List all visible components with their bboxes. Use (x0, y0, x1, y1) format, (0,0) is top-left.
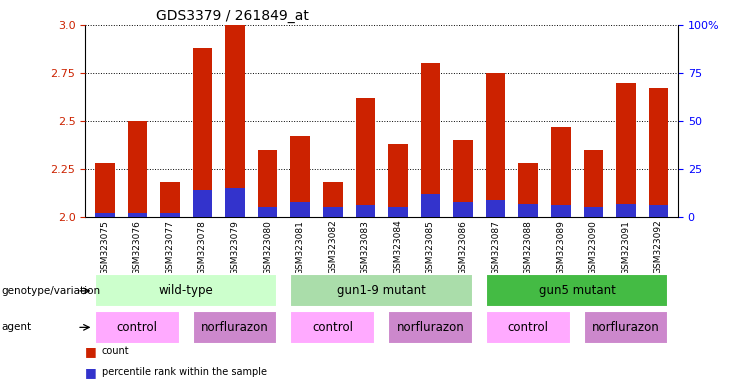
Text: agent: agent (1, 322, 32, 333)
Text: ■: ■ (85, 345, 97, 358)
Bar (290, 275, 473, 307)
Text: GSM323080: GSM323080 (263, 220, 272, 275)
Bar (486, 311, 571, 344)
Text: GSM323089: GSM323089 (556, 220, 565, 275)
Text: GSM323083: GSM323083 (361, 220, 370, 275)
Text: norflurazon: norflurazon (592, 321, 659, 334)
Bar (388, 207, 408, 217)
Bar (225, 188, 245, 217)
Bar (193, 311, 277, 344)
Text: norflurazon: norflurazon (201, 321, 269, 334)
Bar (95, 163, 115, 217)
Bar (160, 213, 179, 217)
Text: gun1-9 mutant: gun1-9 mutant (337, 285, 426, 297)
Bar (388, 311, 473, 344)
Bar (648, 205, 668, 217)
Text: control: control (117, 321, 158, 334)
Bar (290, 136, 310, 217)
Text: GSM323084: GSM323084 (393, 220, 402, 275)
Text: GSM323075: GSM323075 (100, 220, 109, 275)
Text: norflurazon: norflurazon (396, 321, 465, 334)
Text: GSM323079: GSM323079 (230, 220, 239, 275)
Bar (648, 88, 668, 217)
Bar (95, 213, 115, 217)
Bar (584, 207, 603, 217)
Text: GSM323081: GSM323081 (296, 220, 305, 275)
Text: ■: ■ (85, 366, 97, 379)
Bar (290, 311, 375, 344)
Bar (356, 98, 375, 217)
Text: GSM323087: GSM323087 (491, 220, 500, 275)
Bar (127, 213, 147, 217)
Bar (551, 205, 571, 217)
Text: gun5 mutant: gun5 mutant (539, 285, 616, 297)
Bar (290, 202, 310, 217)
Bar (453, 202, 473, 217)
Text: GSM323082: GSM323082 (328, 220, 337, 275)
Bar (388, 144, 408, 217)
Bar (453, 140, 473, 217)
Text: GSM323086: GSM323086 (459, 220, 468, 275)
Bar (486, 200, 505, 217)
Bar (584, 150, 603, 217)
Text: GSM323077: GSM323077 (165, 220, 174, 275)
Bar (584, 311, 668, 344)
Bar (193, 48, 212, 217)
Text: count: count (102, 346, 129, 356)
Text: genotype/variation: genotype/variation (1, 286, 101, 296)
Text: GSM323090: GSM323090 (589, 220, 598, 275)
Bar (323, 207, 342, 217)
Bar (193, 190, 212, 217)
Bar (95, 275, 277, 307)
Bar (258, 207, 277, 217)
Bar (421, 63, 440, 217)
Bar (323, 182, 342, 217)
Text: GSM323078: GSM323078 (198, 220, 207, 275)
Text: GSM323091: GSM323091 (622, 220, 631, 275)
Bar (95, 311, 179, 344)
Text: GDS3379 / 261849_at: GDS3379 / 261849_at (156, 8, 309, 23)
Bar (225, 25, 245, 217)
Bar (616, 204, 636, 217)
Bar (519, 163, 538, 217)
Bar (127, 121, 147, 217)
Text: percentile rank within the sample: percentile rank within the sample (102, 367, 267, 377)
Bar (160, 182, 179, 217)
Bar (551, 127, 571, 217)
Bar (421, 194, 440, 217)
Bar (356, 205, 375, 217)
Text: GSM323088: GSM323088 (524, 220, 533, 275)
Bar (486, 73, 505, 217)
Text: GSM323085: GSM323085 (426, 220, 435, 275)
Text: control: control (508, 321, 548, 334)
Text: GSM323092: GSM323092 (654, 220, 663, 275)
Text: control: control (312, 321, 353, 334)
Text: GSM323076: GSM323076 (133, 220, 142, 275)
Bar (519, 204, 538, 217)
Bar (616, 83, 636, 217)
Text: wild-type: wild-type (159, 285, 213, 297)
Bar (258, 150, 277, 217)
Bar (486, 275, 668, 307)
